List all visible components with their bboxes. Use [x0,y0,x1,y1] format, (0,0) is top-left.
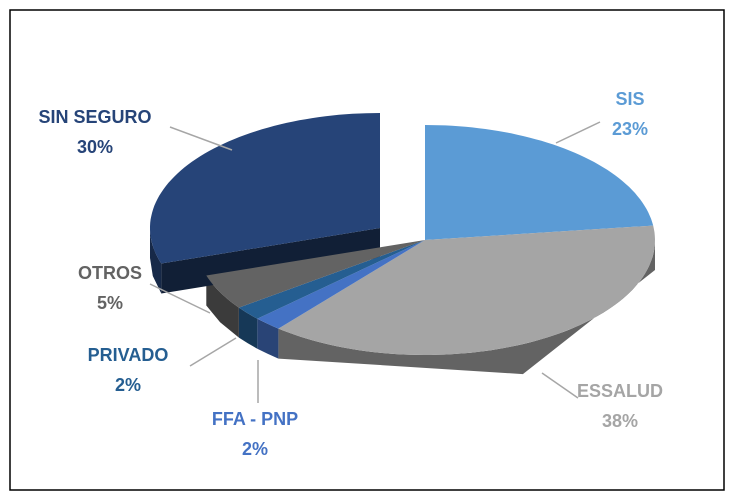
slice [150,113,380,264]
pie [150,113,655,375]
slice [238,240,425,319]
category-label: SIS [615,89,644,109]
leader-line [555,121,601,144]
category-label: SIN SEGURO [38,107,151,127]
value-label: 5% [97,293,123,313]
value-label: 2% [115,375,141,395]
value-label: 30% [77,137,113,157]
category-label: FFA - PNP [212,409,298,429]
slice-side [257,318,279,359]
leader-line [189,337,237,367]
value-label: 23% [612,119,648,139]
slice-side [206,275,239,338]
slice-side [150,228,162,294]
leader-line [541,372,579,399]
leader-line [149,283,211,314]
value-label: 2% [242,439,268,459]
slice-side [238,307,258,349]
category-label: OTROS [78,263,142,283]
labels: SIS 23% ESSALUD 38% FFA - PNP 2% PRIVADO 2% OTRO… [38,89,663,459]
value-label: 38% [602,411,638,431]
leader-line [169,126,233,151]
category-label: PRIVADO [88,345,169,365]
slice [257,240,425,329]
category-label: ESSALUD [577,381,663,401]
slice [425,125,654,240]
slice [206,240,425,308]
slice [278,225,655,355]
slice-side [278,240,655,375]
